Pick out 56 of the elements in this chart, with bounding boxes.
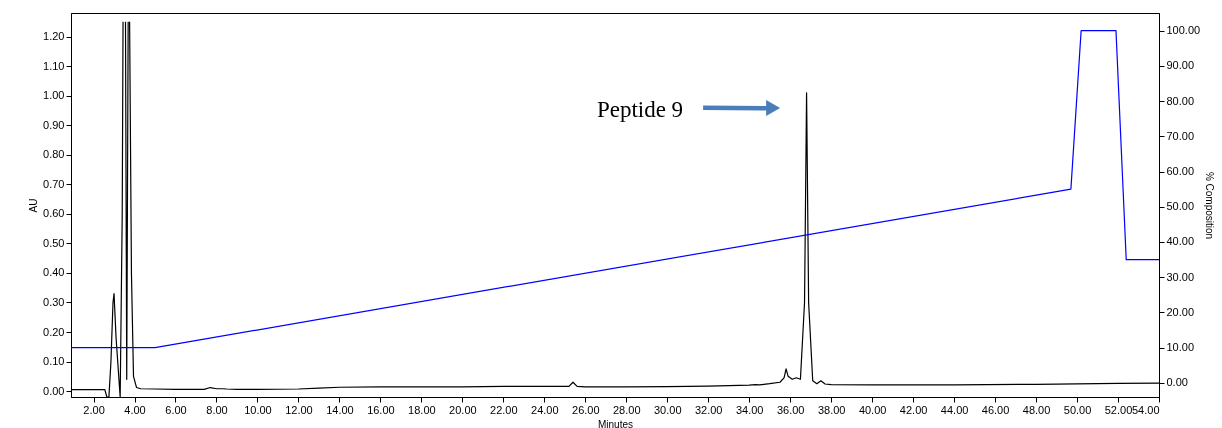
y-tick-label: 0.00 <box>43 384 65 397</box>
y-tick-label: 0.40 <box>43 266 65 279</box>
y2-tick-label: 90.00 <box>1166 59 1195 72</box>
y-tick-label: 0.50 <box>43 236 65 249</box>
x-tick-label: 46.00 <box>981 403 1010 416</box>
x-axis-title: Minutes <box>597 418 634 428</box>
x-tick-label: 4.00 <box>124 403 146 416</box>
y2-tick-label: 50.00 <box>1166 200 1195 213</box>
y2-tick-label: 70.00 <box>1166 129 1195 142</box>
y-tick-label: 1.00 <box>43 89 65 102</box>
x-tick-label: 32.00 <box>694 403 723 416</box>
annotation: Peptide 9 <box>596 97 684 123</box>
y-tick-label: 0.80 <box>43 148 65 161</box>
x-tick-label: 54.00 <box>1131 403 1160 416</box>
y2-tick-label: 10.00 <box>1166 341 1195 354</box>
y2-tick-label: 40.00 <box>1166 235 1195 248</box>
x-tick-label: 8.00 <box>206 403 228 416</box>
y-axis-title: AU <box>28 198 40 213</box>
y2-tick-label: 20.00 <box>1166 305 1195 318</box>
y2-axis-title: % Composition <box>1204 171 1216 240</box>
y-tick-label: 0.20 <box>43 325 65 338</box>
y-tick-label: 0.90 <box>43 118 65 131</box>
x-tick-label: 38.00 <box>817 403 846 416</box>
y-tick-label: 1.20 <box>43 30 65 43</box>
y-tick-label: 0.70 <box>43 177 65 190</box>
y-tick-label: 1.10 <box>43 59 65 72</box>
x-tick-label: 22.00 <box>490 403 518 416</box>
y-tick-label: 0.30 <box>43 295 65 308</box>
x-tick-label: 20.00 <box>449 403 477 416</box>
x-tick-label: 42.00 <box>899 403 928 416</box>
y2-tick-label: 30.00 <box>1166 270 1195 283</box>
y2-tick-label: 0.00 <box>1166 376 1188 389</box>
y2-tick-label: 80.00 <box>1166 94 1195 107</box>
x-tick-label: 10.00 <box>244 403 272 416</box>
x-tick-label: 28.00 <box>613 403 641 416</box>
x-tick-label: 2.00 <box>83 403 105 416</box>
x-tick-label: 6.00 <box>165 403 187 416</box>
x-tick-label: 44.00 <box>940 403 969 416</box>
x-tick-label: 50.00 <box>1063 403 1092 416</box>
y-tick-label: 0.10 <box>43 355 65 368</box>
x-tick-label: 24.00 <box>531 403 559 416</box>
x-tick-label: 48.00 <box>1022 403 1051 416</box>
x-tick-label: 36.00 <box>776 403 805 416</box>
x-tick-label: 40.00 <box>858 403 887 416</box>
x-tick-label: 16.00 <box>367 403 395 416</box>
y-tick-label: 0.60 <box>43 207 65 220</box>
x-tick-label: 18.00 <box>408 403 436 416</box>
x-tick-label: 12.00 <box>285 403 313 416</box>
y2-tick-label: 60.00 <box>1166 165 1195 178</box>
x-tick-label: 52.00 <box>1104 403 1133 416</box>
x-tick-label: 26.00 <box>572 403 600 416</box>
x-tick-label: 34.00 <box>735 403 764 416</box>
line-series <box>71 30 1159 349</box>
x-tick-label: 30.00 <box>653 403 682 416</box>
x-tick-label: 14.00 <box>326 403 354 416</box>
y2-tick-label: 100.00 <box>1166 24 1201 37</box>
